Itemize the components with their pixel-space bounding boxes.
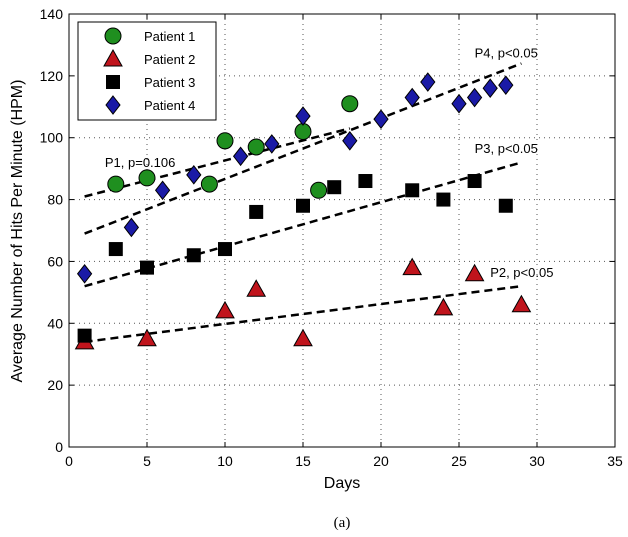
y-tick-label: 60: [47, 253, 63, 269]
patient-3-trend-annotation: P3, p<0.05: [475, 141, 538, 156]
legend-box: [77, 21, 217, 121]
plot-frame: [68, 13, 616, 448]
patient-4-point: [123, 217, 140, 238]
patient-4-point: [466, 87, 483, 108]
trend-lines: [84, 62, 522, 344]
patient-4-point: [186, 165, 202, 185]
patient-4-point: [451, 93, 467, 114]
annotations: P1, p=0.106 P2, p<0.05 P3, p<0.05 P4, p<0.0…: [105, 45, 554, 280]
patient-3-point: [140, 260, 154, 275]
patient-2-point: [246, 279, 267, 297]
legend-label-patient-3: Patient 3: [144, 75, 195, 90]
patient-4-point: [76, 263, 93, 284]
y-axis-title: Average Number of Hits Per Minute (HPM): [9, 80, 26, 383]
x-tick-label: 30: [529, 453, 545, 469]
patient-1-point: [216, 132, 234, 150]
legend-label-patient-4: Patient 4: [144, 98, 195, 113]
patient-2-point: [215, 300, 235, 319]
patient-2-point: [137, 328, 157, 347]
y-tick-label: 100: [40, 130, 64, 146]
patient-3-point: [108, 242, 123, 257]
legend-marker-patient-2: [103, 48, 123, 67]
patient-1-trend-annotation: P1, p=0.106: [105, 155, 175, 170]
data-markers: [74, 72, 532, 350]
patient-4-point: [264, 134, 280, 154]
patient-4-trend-annotation: P4, p<0.05: [475, 45, 538, 60]
patient-4-point: [342, 130, 358, 151]
patient-4-point: [232, 146, 249, 167]
figure-caption: (a): [334, 515, 351, 531]
patient-3-point: [77, 328, 92, 343]
patient-3-point: [218, 242, 232, 257]
patient-3-point: [186, 248, 201, 263]
patient-3-point: [296, 198, 310, 213]
patient-1-point: [138, 169, 156, 187]
patient-4-point: [482, 78, 498, 99]
patient-3-point: [436, 192, 451, 207]
patient-3-point: [498, 198, 513, 213]
legend-marker-patient-4: [105, 95, 121, 115]
patient-4-point: [404, 87, 420, 108]
patient-1-trend-line: [84, 127, 351, 198]
patient-2-point: [293, 328, 313, 347]
patient-4-point: [295, 106, 311, 126]
patient-3-point: [358, 174, 373, 189]
x-tick-label: 20: [373, 453, 389, 469]
patient-3-trend-line: [84, 161, 522, 288]
x-tick-label: 10: [217, 453, 233, 469]
x-tick-label: 35: [607, 453, 623, 469]
patient-1-point: [200, 175, 218, 193]
x-tick-label: 5: [143, 453, 151, 469]
x-axis-title: Days: [324, 475, 360, 492]
patient-4-point: [373, 109, 389, 129]
patient-2-point: [511, 294, 532, 313]
patient-1-point: [107, 175, 125, 193]
patient-2-point: [464, 263, 485, 282]
x-tick-label: 0: [65, 453, 73, 469]
legend-label-patient-1: Patient 1: [144, 29, 195, 44]
patient-4-point: [420, 72, 436, 92]
y-tick-label: 80: [47, 192, 63, 208]
y-tick-label: 120: [40, 68, 64, 84]
patient-4-point: [154, 180, 171, 201]
patient-3-point: [405, 183, 420, 198]
y-tick-label: 40: [47, 315, 63, 331]
patient-3-point: [249, 204, 264, 219]
axis-ticks: 0 5 10 15 20 25 30 35 0 20 40 60 80 100 120 140: [40, 6, 623, 469]
patient-2-trend-annotation: P2, p<0.05: [490, 265, 553, 280]
patient-4-trend-line: [84, 62, 522, 235]
patient-2-trend-line: [84, 284, 522, 344]
legend-marker-patient-1: [104, 27, 122, 45]
patient-1-point: [294, 123, 312, 141]
legend-marker-patient-3: [106, 75, 120, 89]
patient-3-point: [327, 180, 342, 195]
y-tick-label: 140: [40, 6, 64, 22]
patient-4-point: [498, 75, 514, 95]
patient-2-point: [433, 297, 454, 316]
patient-3-point: [467, 174, 482, 189]
patient-1-point: [247, 138, 265, 156]
legend: Patient 1 Patient 2 Patient 3 Patient 4: [77, 21, 217, 121]
patient-2-point: [402, 257, 423, 276]
patient-1-point: [310, 181, 328, 199]
y-tick-label: 20: [47, 377, 63, 393]
legend-label-patient-2: Patient 2: [144, 52, 195, 67]
x-tick-label: 25: [451, 453, 467, 469]
patient-1-point: [341, 95, 359, 113]
x-tick-label: 15: [295, 453, 311, 469]
y-tick-label: 0: [55, 439, 63, 455]
